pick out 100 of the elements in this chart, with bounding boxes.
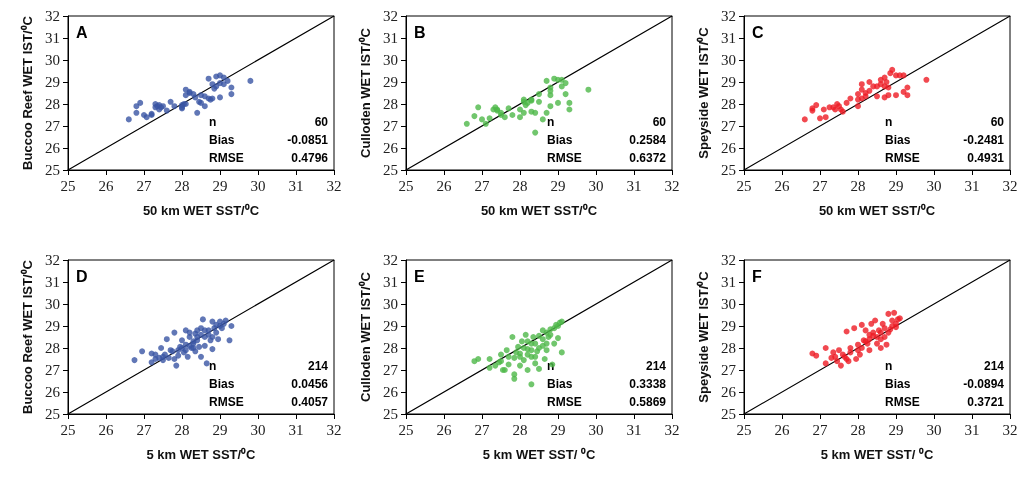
annotation: n — [884, 115, 893, 129]
x-axis-title: 50 km WET SST/⁰C — [142, 203, 260, 218]
annotation: 214 — [645, 359, 667, 373]
annotation: 0.3721 — [967, 395, 1005, 409]
x-tick-label: 25 — [398, 177, 414, 194]
y-tick-label: 27 — [721, 118, 737, 134]
y-tick-label: 25 — [45, 406, 60, 422]
x-tick-label: 26 — [436, 177, 452, 194]
x-tick-label: 26 — [774, 177, 790, 194]
y-tick-label: 30 — [45, 296, 60, 312]
x-tick-label: 28 — [850, 421, 866, 438]
y-tick-label: 31 — [721, 274, 736, 290]
x-tick-label: 30 — [926, 177, 942, 194]
x-tick-label: 32 — [326, 177, 342, 194]
y-tick-label: 25 — [383, 406, 398, 422]
y-tick-label: 26 — [45, 140, 61, 156]
x-tick-label: 31 — [288, 421, 304, 438]
y-tick-label: 32 — [45, 252, 60, 268]
x-tick-label: 25 — [398, 421, 414, 438]
x-tick-label: 26 — [774, 421, 790, 438]
y-tick-label: 27 — [383, 118, 399, 134]
y-tick-label: 28 — [721, 340, 736, 356]
y-axis-title: Culloden WET IST/⁰C — [358, 27, 373, 158]
x-tick-label: 29 — [888, 421, 904, 438]
x-tick-label: 25 — [736, 421, 752, 438]
y-tick-label: 29 — [721, 74, 736, 90]
annotation: A — [76, 23, 88, 41]
x-tick-label: 29 — [888, 177, 904, 194]
x-tick-label: 27 — [812, 421, 828, 438]
y-tick-label: 29 — [45, 74, 60, 90]
y-tick-label: 29 — [721, 318, 736, 334]
y-axis-title: Speyside WET IST/⁰C — [696, 270, 711, 403]
x-tick-label: 28 — [850, 177, 866, 194]
annotation: 0.0456 — [291, 377, 329, 391]
annotation: RMSE — [208, 151, 244, 165]
y-tick-label: 27 — [45, 118, 61, 134]
y-tick-label: 32 — [383, 252, 398, 268]
x-tick-label: 27 — [474, 421, 490, 438]
annotation: RMSE — [208, 395, 244, 409]
annotation: 60 — [990, 115, 1005, 129]
x-axis-title: 50 km WET SST/⁰C — [480, 203, 598, 218]
annotation: Bias — [884, 377, 911, 391]
x-tick-label: 26 — [436, 421, 452, 438]
annotation: 214 — [983, 359, 1005, 373]
x-tick-label: 28 — [512, 177, 528, 194]
x-tick-label: 30 — [250, 421, 266, 438]
y-tick-label: 27 — [383, 362, 399, 378]
y-tick-label: 30 — [45, 52, 60, 68]
annotation: 0.3338 — [629, 377, 667, 391]
annotation: -0.0894 — [963, 377, 1005, 391]
x-tick-label: 31 — [964, 421, 980, 438]
x-tick-label: 30 — [588, 421, 604, 438]
x-tick-label: 26 — [98, 421, 114, 438]
y-axis-title: Speyside WET IST/⁰C — [696, 26, 711, 159]
x-tick-label: 32 — [1002, 177, 1018, 194]
annotation: 214 — [307, 359, 329, 373]
y-tick-label: 29 — [383, 318, 398, 334]
x-tick-label: 31 — [626, 421, 642, 438]
annotation: 0.5869 — [629, 395, 667, 409]
x-tick-label: 25 — [736, 177, 752, 194]
annotation: Bias — [546, 377, 573, 391]
annotation: 60 — [314, 115, 329, 129]
annotation: -0.0851 — [287, 133, 329, 147]
annotation: n — [884, 359, 893, 373]
annotation: Bias — [546, 133, 573, 147]
y-tick-label: 28 — [721, 96, 736, 112]
y-tick-label: 32 — [721, 8, 736, 24]
annotation: -0.2481 — [963, 133, 1005, 147]
y-tick-label: 31 — [721, 30, 736, 46]
y-tick-label: 32 — [45, 8, 60, 24]
x-tick-label: 29 — [212, 421, 228, 438]
annotation: 0.2584 — [629, 133, 667, 147]
y-tick-label: 31 — [45, 30, 60, 46]
y-tick-label: 30 — [383, 52, 398, 68]
y-tick-label: 29 — [45, 318, 60, 334]
annotation: B — [414, 23, 426, 41]
annotation: RMSE — [884, 151, 920, 165]
x-axis-title: 5 km WET SST/ ⁰C — [820, 447, 934, 462]
y-tick-label: 28 — [383, 96, 398, 112]
annotation: Bias — [884, 133, 911, 147]
y-tick-label: 28 — [45, 96, 60, 112]
y-tick-label: 29 — [383, 74, 398, 90]
y-tick-label: 25 — [721, 162, 736, 178]
x-tick-label: 25 — [60, 421, 76, 438]
y-tick-label: 25 — [721, 406, 736, 422]
y-tick-label: 27 — [721, 362, 737, 378]
x-tick-label: 29 — [212, 177, 228, 194]
y-tick-label: 31 — [383, 274, 398, 290]
x-tick-label: 31 — [626, 177, 642, 194]
y-tick-label: 31 — [45, 274, 60, 290]
annotation: 60 — [652, 115, 667, 129]
x-tick-label: 28 — [512, 421, 528, 438]
x-tick-label: 25 — [60, 177, 76, 194]
y-tick-label: 28 — [45, 340, 60, 356]
y-tick-label: 27 — [45, 362, 61, 378]
annotation: n — [208, 359, 217, 373]
x-tick-label: 29 — [550, 177, 566, 194]
annotation: D — [76, 267, 88, 285]
y-tick-label: 31 — [383, 30, 398, 46]
x-tick-label: 30 — [250, 177, 266, 194]
